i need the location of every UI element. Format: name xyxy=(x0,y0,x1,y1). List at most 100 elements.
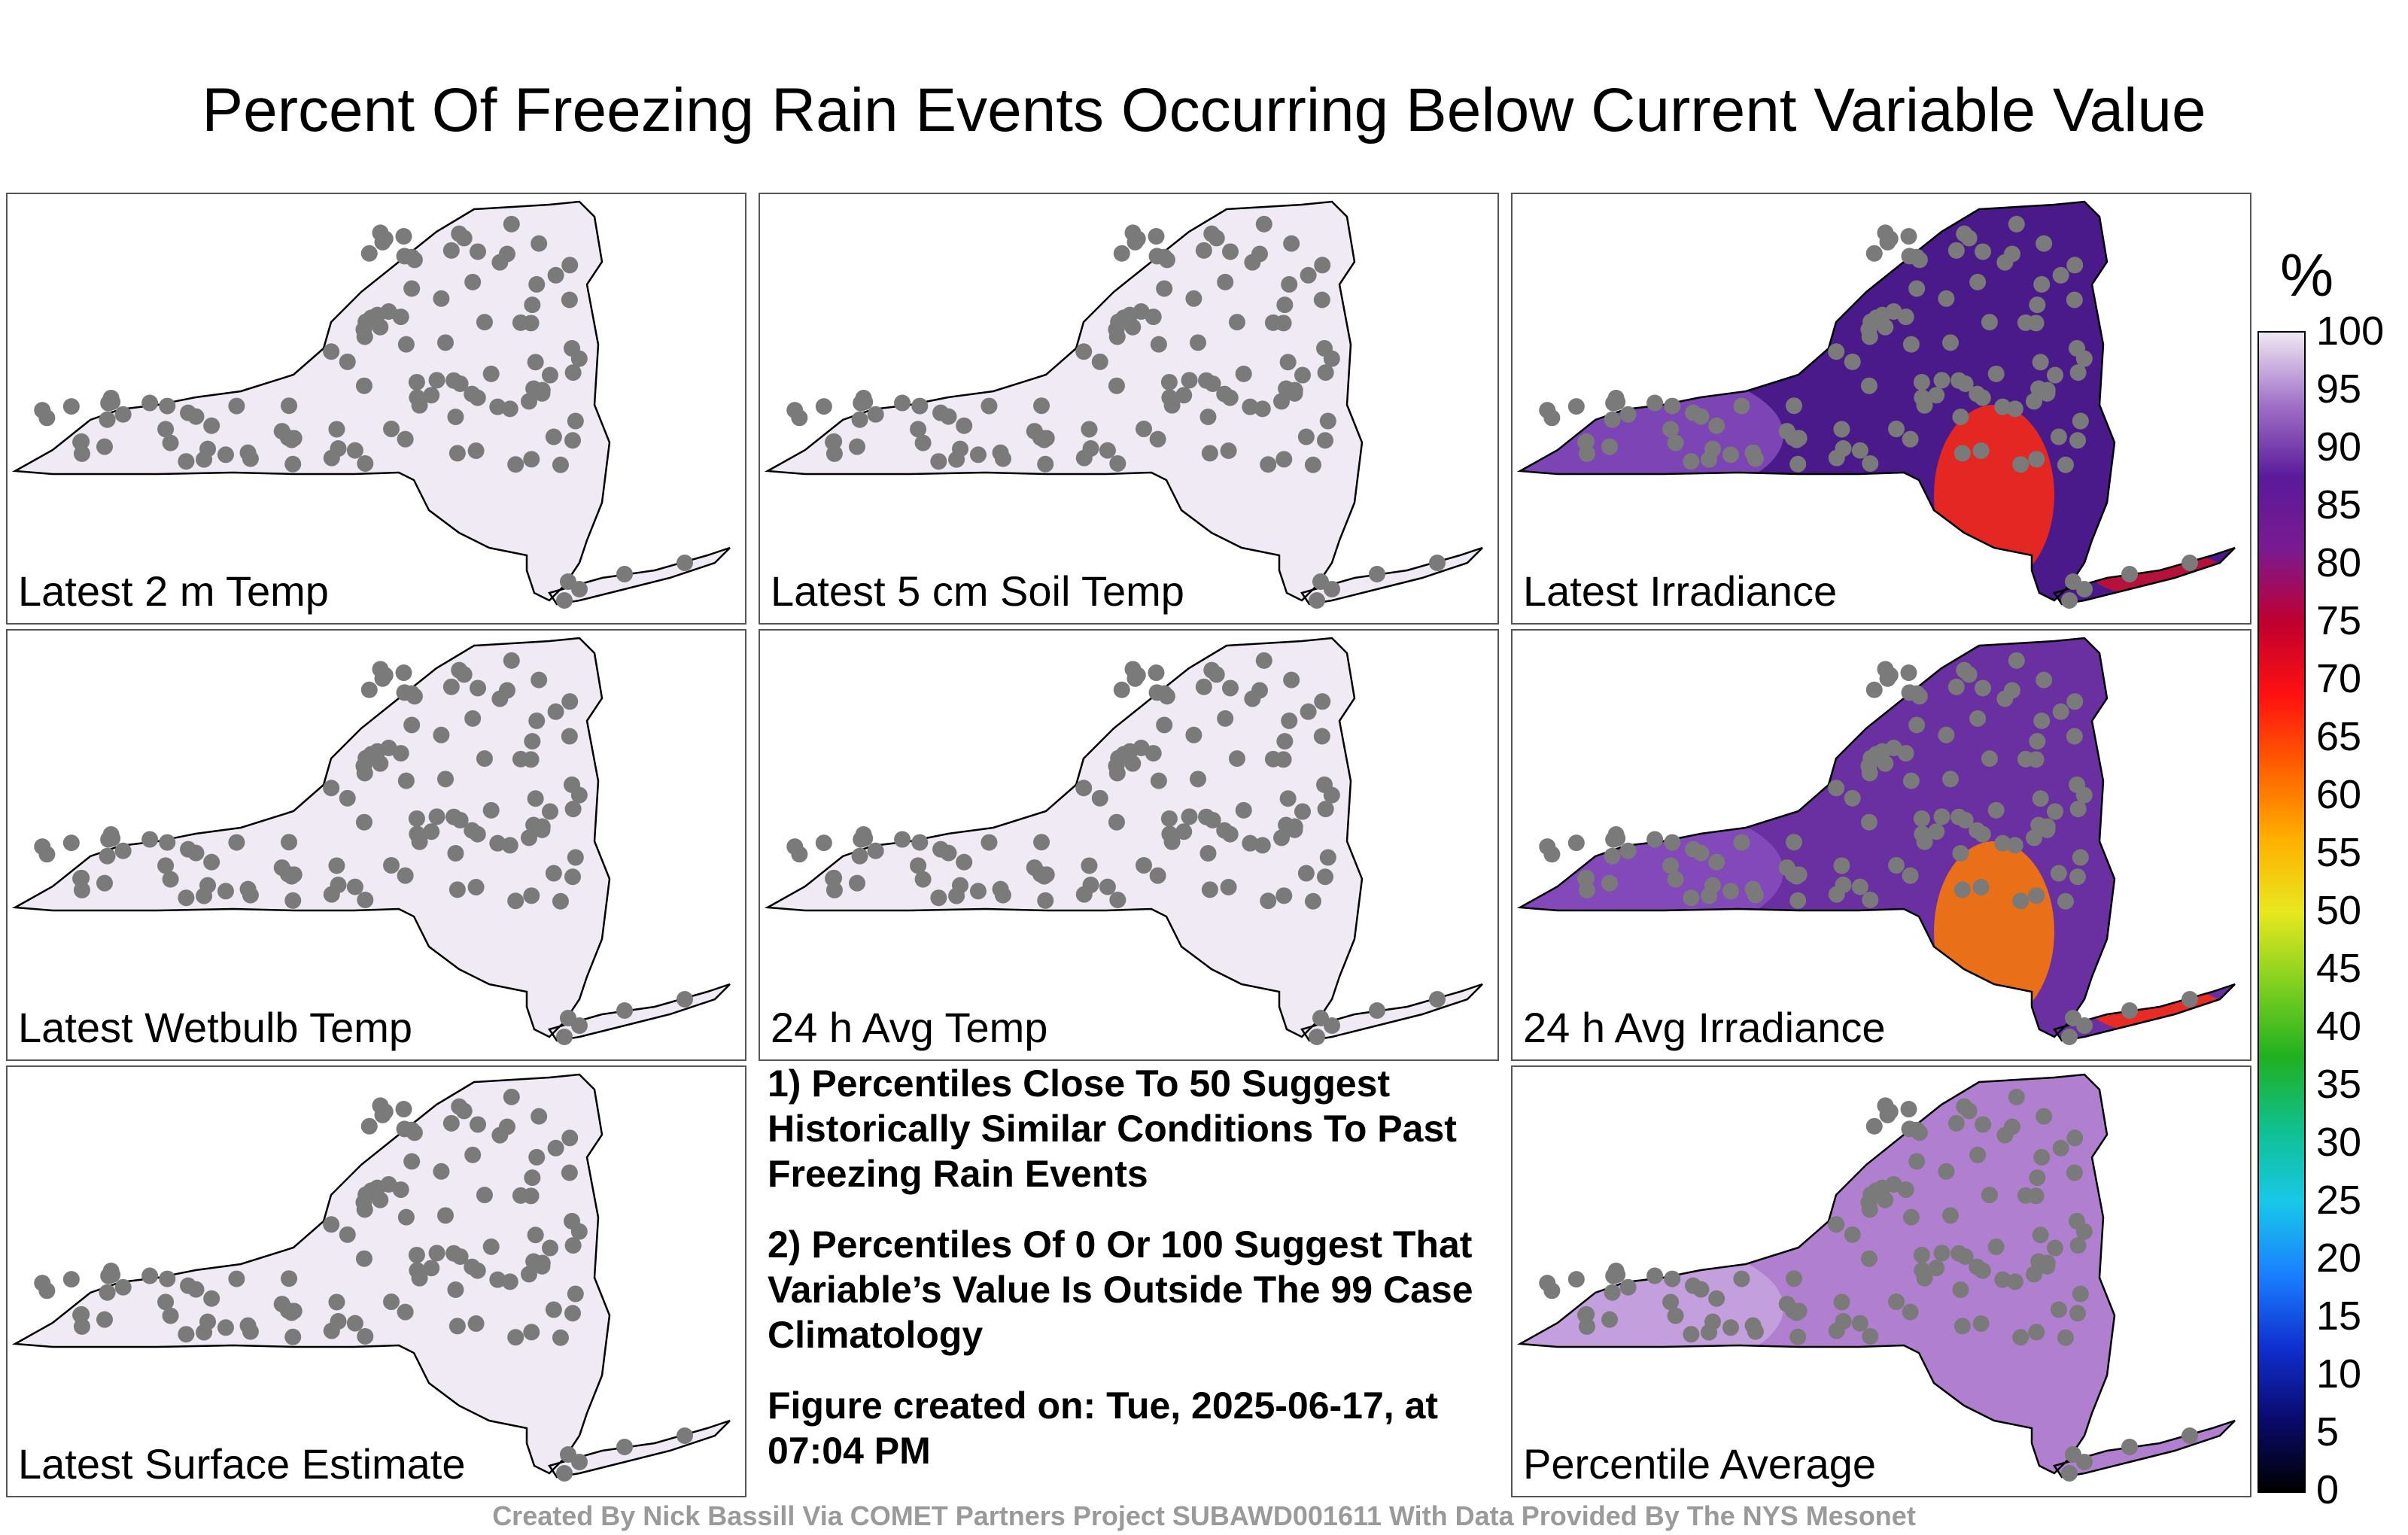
station-marker xyxy=(1199,845,1217,862)
station-marker xyxy=(467,879,485,896)
station-marker xyxy=(1947,678,1965,695)
station-marker xyxy=(285,430,303,447)
station-marker xyxy=(1294,366,1311,384)
station-marker xyxy=(203,417,220,434)
station-marker xyxy=(328,1293,345,1311)
station-marker xyxy=(1972,442,1990,460)
station-marker xyxy=(2069,339,2086,357)
station-marker xyxy=(1208,229,1225,247)
station-marker xyxy=(1972,1315,1990,1333)
station-marker xyxy=(1222,679,1239,697)
station-marker xyxy=(355,813,372,831)
state-outline xyxy=(1516,200,2116,602)
station-marker xyxy=(1108,328,1126,345)
ny-map xyxy=(764,637,1483,1045)
colorbar-tick-label: 10 xyxy=(2316,1351,2362,1397)
station-marker xyxy=(356,764,373,782)
station-marker xyxy=(1667,434,1684,451)
station-marker xyxy=(1264,314,1282,331)
note-2: 2) Percentiles Of 0 Or 100 Suggest That … xyxy=(768,1223,1473,1356)
station-marker xyxy=(1662,857,1680,874)
station-marker xyxy=(372,661,389,678)
station-marker xyxy=(1975,1116,1992,1133)
station-marker xyxy=(531,671,548,688)
station-marker xyxy=(180,1277,197,1294)
station-marker xyxy=(855,826,872,843)
station-marker xyxy=(1150,336,1167,353)
station-marker xyxy=(1567,834,1585,852)
station-marker xyxy=(1181,372,1198,389)
station-marker xyxy=(1744,880,1762,898)
map-region-west xyxy=(1520,367,1783,503)
station-marker xyxy=(527,354,544,371)
colorbar-tick-label: 0 xyxy=(2316,1467,2340,1512)
station-marker xyxy=(482,801,500,819)
station-marker xyxy=(491,690,509,707)
station-marker xyxy=(1960,666,1978,683)
station-marker xyxy=(1902,1208,1920,1226)
station-marker xyxy=(1124,755,1142,772)
station-marker xyxy=(408,373,425,391)
colorbar-tick-label: 55 xyxy=(2316,830,2362,875)
map-panel-4: Latest Wetbulb Temp xyxy=(6,629,746,1061)
station-marker xyxy=(1933,1245,1950,1262)
panel-label: Latest Surface Estimate xyxy=(18,1440,466,1488)
station-marker xyxy=(1254,837,1271,854)
station-marker xyxy=(1255,215,1272,233)
station-marker xyxy=(851,847,868,865)
station-marker xyxy=(1789,1328,1807,1345)
station-marker xyxy=(528,275,546,293)
station-marker xyxy=(2006,400,2023,418)
station-marker xyxy=(1914,825,1931,843)
station-marker xyxy=(564,1237,582,1254)
map-panel-6: 24 h Avg Irradiance xyxy=(1511,629,2251,1061)
station-marker xyxy=(428,808,445,825)
station-marker xyxy=(567,1285,584,1302)
station-marker xyxy=(910,857,927,874)
station-marker xyxy=(1994,834,2011,852)
station-marker xyxy=(1217,273,1234,290)
station-marker xyxy=(1601,1311,1619,1328)
station-marker xyxy=(355,377,372,394)
station-marker xyxy=(1429,991,1446,1008)
station-marker xyxy=(423,1260,440,1277)
station-marker xyxy=(894,394,911,412)
station-marker xyxy=(445,372,463,389)
station-marker xyxy=(1300,703,1317,720)
station-marker xyxy=(1969,822,1986,839)
station-marker xyxy=(1309,1029,1325,1045)
station-marker xyxy=(178,1326,195,1343)
ny-map xyxy=(1516,637,2236,1045)
station-marker xyxy=(72,870,90,887)
station-marker xyxy=(1953,881,1971,898)
station-marker xyxy=(849,874,866,892)
station-marker xyxy=(1722,1319,1739,1336)
station-marker xyxy=(239,880,257,898)
station-marker xyxy=(1038,866,1055,883)
station-marker xyxy=(1913,810,1930,827)
station-marker xyxy=(1902,772,1920,789)
station-marker xyxy=(564,868,582,886)
station-marker xyxy=(1975,243,1992,260)
station-marker xyxy=(930,889,947,907)
station-marker xyxy=(1828,780,1845,797)
station-marker xyxy=(203,853,220,871)
station-marker xyxy=(323,886,340,903)
station-marker xyxy=(1286,821,1303,838)
station-marker xyxy=(99,847,116,865)
station-marker xyxy=(436,771,454,788)
station-marker xyxy=(1281,712,1298,729)
station-marker xyxy=(2069,801,2087,818)
state-outline xyxy=(764,637,1364,1038)
station-marker xyxy=(360,245,378,262)
station-marker xyxy=(162,1307,179,1324)
station-marker xyxy=(228,1270,245,1287)
station-marker xyxy=(285,1302,303,1320)
station-marker xyxy=(217,883,234,900)
station-marker xyxy=(355,1250,372,1267)
station-marker xyxy=(534,385,551,402)
station-marker xyxy=(346,1315,363,1332)
station-marker xyxy=(372,1191,389,1208)
station-marker xyxy=(567,412,584,430)
station-marker xyxy=(1902,336,1920,353)
